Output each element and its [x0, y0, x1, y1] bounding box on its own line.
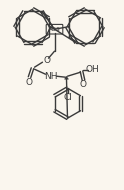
- FancyBboxPatch shape: [46, 24, 63, 34]
- Text: Cl: Cl: [63, 93, 72, 102]
- Text: Abs: Abs: [48, 26, 61, 32]
- Text: O: O: [43, 56, 50, 65]
- Text: OH: OH: [86, 65, 99, 74]
- Text: NH: NH: [44, 72, 57, 81]
- Text: O: O: [80, 80, 87, 89]
- Polygon shape: [64, 76, 68, 79]
- Text: O: O: [26, 78, 33, 87]
